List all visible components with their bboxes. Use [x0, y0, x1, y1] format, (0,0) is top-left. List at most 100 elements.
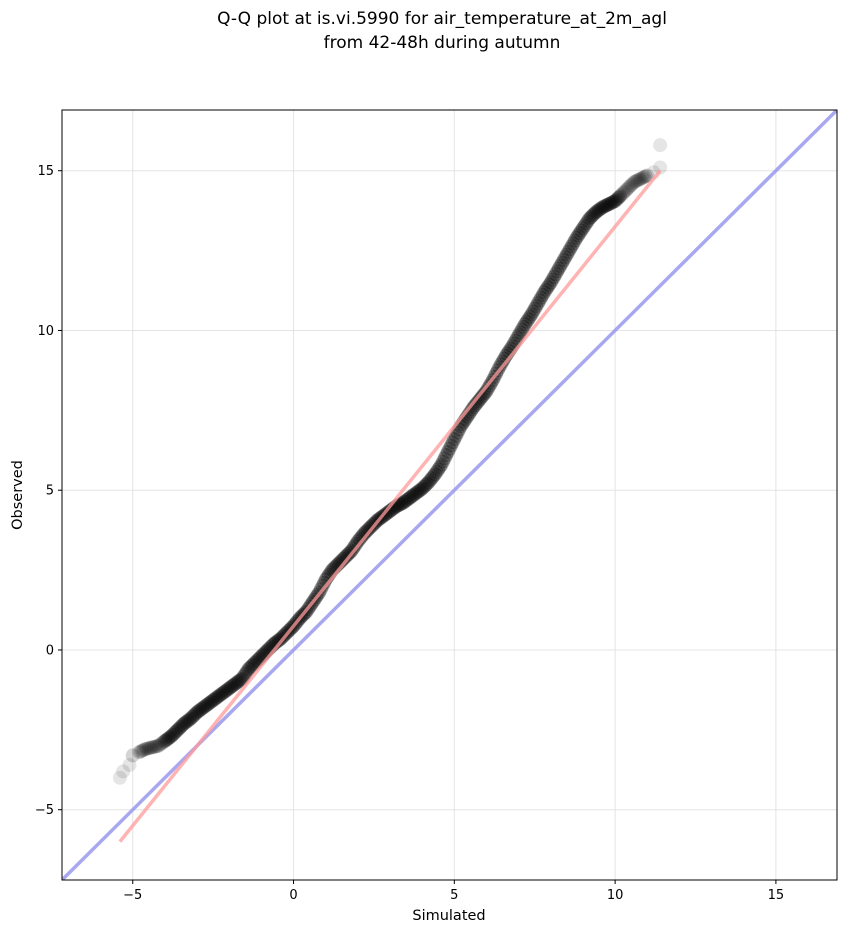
quantile-point — [569, 230, 584, 245]
quantile-point — [616, 186, 631, 201]
quantile-point — [473, 392, 488, 407]
quantile-point — [154, 736, 169, 751]
quantile-point — [214, 687, 229, 702]
x-tick-label: 5 — [450, 888, 458, 903]
quantile-point — [191, 704, 206, 719]
quantile-point — [627, 174, 642, 189]
quantile-point — [513, 325, 528, 340]
quantile-point — [173, 719, 188, 734]
quantile-point — [448, 428, 463, 443]
quantile-point — [349, 536, 364, 551]
quantile-point — [423, 473, 438, 488]
quantile-point — [519, 314, 534, 329]
quantile-point — [571, 228, 586, 243]
quantile-point — [577, 218, 592, 233]
quantile-point — [272, 632, 287, 647]
quantile-point — [172, 721, 187, 736]
quantile-point — [249, 654, 264, 669]
quantile-point — [219, 683, 234, 698]
quantile-point — [444, 438, 459, 453]
chart-subtitle: from 42-48h during autumn — [324, 33, 561, 53]
quantile-point — [534, 290, 549, 305]
quantile-point — [165, 727, 180, 742]
quantile-point — [146, 740, 161, 755]
quantile-point — [220, 682, 235, 697]
quantile-point — [339, 548, 354, 563]
quantile-point — [133, 744, 148, 759]
quantile-point — [638, 169, 653, 184]
quantile-point — [241, 662, 256, 677]
quantile-point — [514, 322, 529, 337]
quantile-point — [347, 539, 362, 554]
quantile-point — [620, 181, 635, 196]
quantile-point — [445, 435, 460, 450]
quantile-point — [603, 196, 618, 211]
x-axis-label: Simulated — [412, 908, 485, 924]
quantile-point — [604, 195, 619, 210]
quantile-point — [548, 267, 563, 282]
quantile-point — [511, 328, 526, 343]
quantile-point — [183, 711, 198, 726]
quantile-point — [246, 657, 261, 672]
quantile-point — [315, 579, 330, 594]
quantile-point — [416, 480, 431, 495]
quantile-point — [394, 496, 409, 511]
x-tick-label: −5 — [123, 888, 142, 903]
quantile-point — [402, 491, 417, 506]
quantile-point — [138, 742, 153, 757]
quantile-point — [590, 204, 605, 219]
quantile-point — [135, 743, 150, 758]
quantile-point — [575, 221, 590, 236]
quantile-point — [157, 734, 172, 749]
quantile-point — [595, 200, 610, 215]
quantile-point — [522, 309, 537, 324]
quantile-point — [405, 488, 420, 503]
quantile-point — [209, 690, 224, 705]
quantile-point — [247, 655, 262, 670]
x-tick-label: 10 — [607, 888, 624, 903]
quantile-point — [535, 287, 550, 302]
quantile-point — [564, 239, 579, 254]
quantile-point — [207, 692, 222, 707]
quantile-point — [547, 269, 562, 284]
quantile-point — [185, 710, 200, 725]
quantile-point — [426, 469, 441, 484]
quantile-point — [418, 478, 433, 493]
quantile-point — [532, 293, 547, 308]
quantile-point — [125, 748, 140, 763]
quantile-point — [632, 172, 647, 187]
quantile-point — [355, 528, 370, 543]
quantile-point — [582, 211, 597, 226]
quantile-point — [579, 216, 594, 231]
quantile-point — [170, 722, 185, 737]
quantile-point — [236, 669, 251, 684]
quantile-point — [137, 742, 152, 757]
quantile-point — [217, 684, 232, 699]
fit-line — [118, 169, 662, 843]
quantile-point — [566, 236, 581, 251]
quantile-point — [233, 672, 248, 687]
quantile-point — [354, 530, 369, 545]
quantile-point — [145, 740, 160, 755]
quantile-point — [153, 737, 168, 752]
quantile-point — [243, 660, 258, 675]
quantile-point — [559, 247, 574, 262]
quantile-point — [132, 745, 147, 760]
quantile-point — [186, 708, 201, 723]
quantile-point — [413, 482, 428, 497]
quantile-point — [437, 451, 452, 466]
quantile-point — [410, 485, 425, 500]
quantile-point — [625, 176, 640, 191]
plot-frame — [61, 109, 838, 881]
quantile-point — [162, 730, 177, 745]
quantile-point — [141, 741, 156, 756]
quantile-point — [148, 739, 163, 754]
quantile-point — [421, 475, 436, 490]
quantile-point — [225, 678, 240, 693]
quantile-point — [542, 277, 557, 292]
quantile-point — [408, 486, 423, 501]
quantile-point — [424, 471, 439, 486]
quantile-point — [270, 634, 285, 649]
quantile-point — [556, 253, 571, 268]
quantile-point — [600, 198, 615, 213]
